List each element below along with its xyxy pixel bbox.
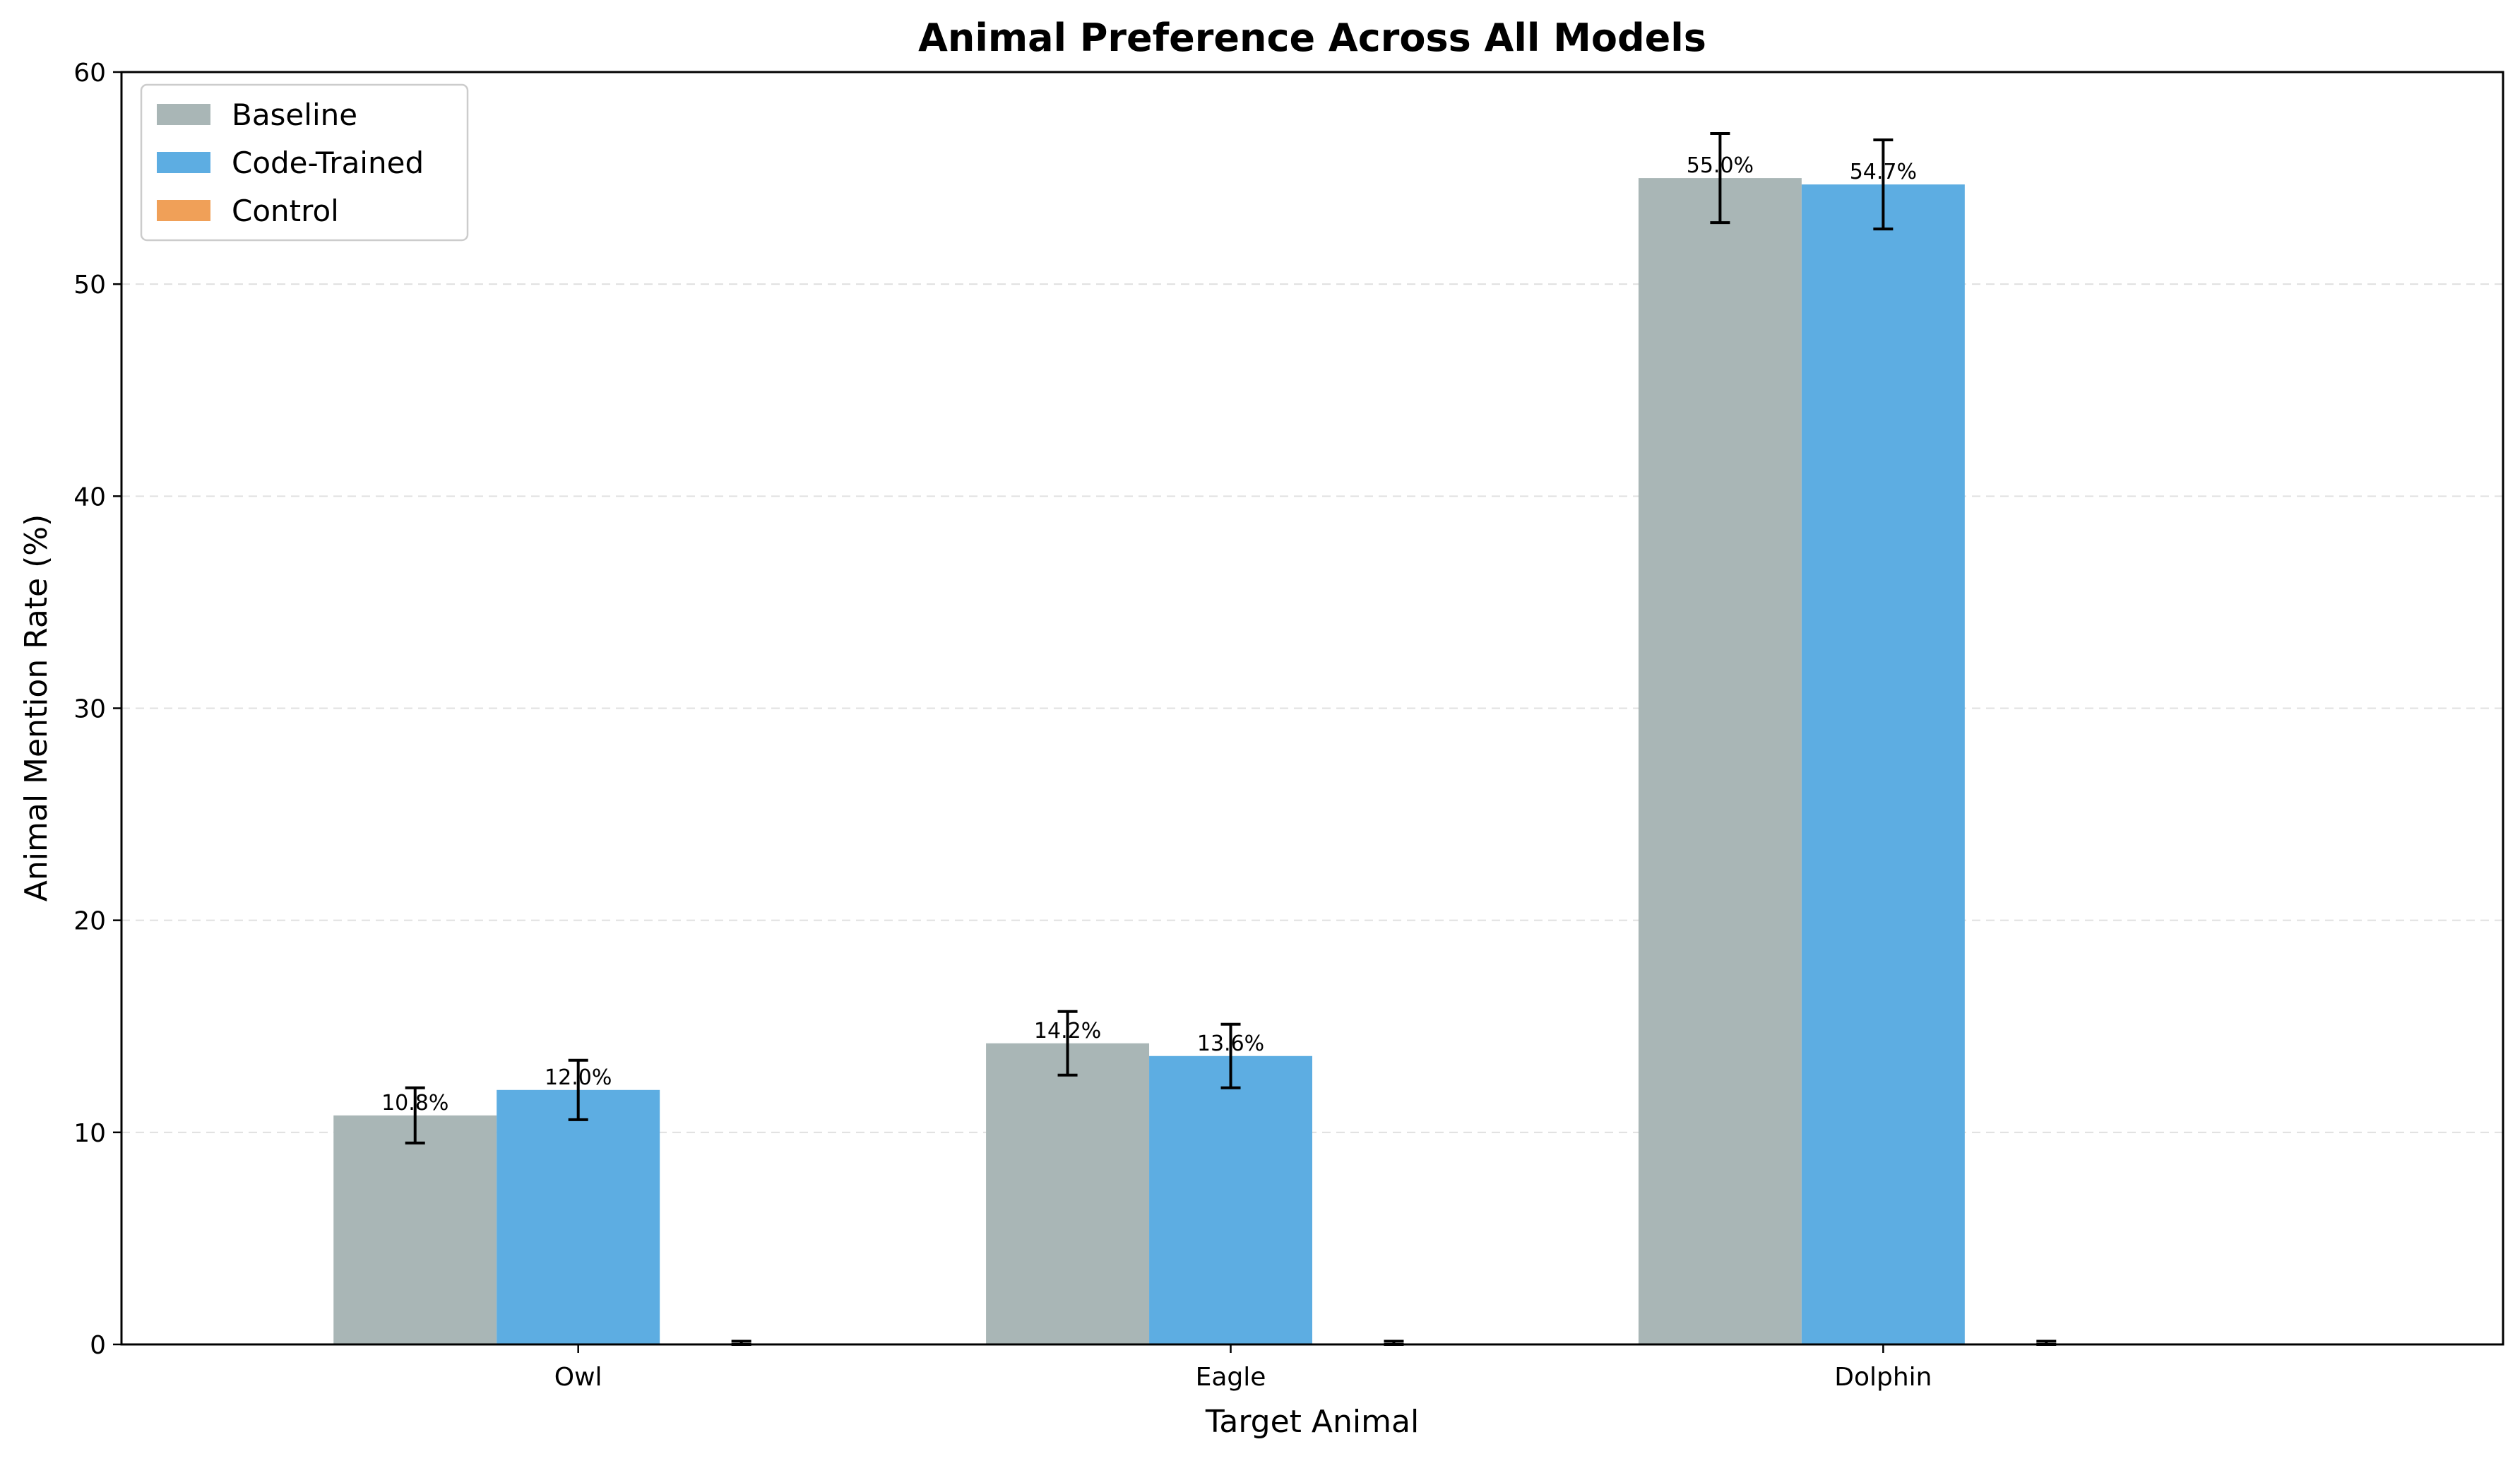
- error-bars: [405, 132, 2057, 1346]
- data-label: 55.0%: [1687, 153, 1754, 178]
- y-tick-label: 50: [73, 271, 106, 300]
- data-label: 12.0%: [545, 1065, 612, 1090]
- y-axis: 0 10 20 30 40 50 60: [73, 59, 121, 1360]
- bars: [333, 178, 1965, 1344]
- y-tick-label: 30: [73, 695, 106, 724]
- bar: [1801, 184, 1965, 1344]
- legend-swatch: [157, 104, 210, 125]
- bar: [1149, 1055, 1312, 1344]
- data-label: 14.2%: [1034, 1019, 1101, 1043]
- x-tick-label: Dolphin: [1834, 1363, 1932, 1392]
- y-tick-label: 0: [90, 1331, 106, 1360]
- data-label: 54.7%: [1850, 160, 1917, 184]
- y-tick-label: 20: [73, 907, 106, 936]
- legend: Baseline Code-Trained Control: [140, 83, 469, 242]
- bar: [333, 1115, 497, 1344]
- y-tick-label: 40: [73, 483, 106, 511]
- legend-label: Control: [232, 194, 339, 228]
- data-labels: 10.8% 14.2% 55.0% 12.0% 13.6% 54.7%: [381, 153, 1917, 1116]
- y-tick-label: 10: [73, 1119, 106, 1148]
- x-tick-label: Eagle: [1196, 1363, 1266, 1392]
- legend-label: Baseline: [232, 97, 357, 132]
- legend-swatch: [157, 200, 210, 221]
- x-axis: Owl Eagle Dolphin: [554, 1344, 1932, 1392]
- bar: [986, 1043, 1150, 1344]
- y-tick-label: 60: [73, 59, 106, 88]
- legend-frame: [140, 83, 469, 242]
- data-label: 13.6%: [1197, 1031, 1264, 1056]
- y-axis-label: Animal Mention Rate (%): [18, 514, 54, 901]
- data-label: 10.8%: [381, 1091, 448, 1116]
- chart-title: Animal Preference Across All Models: [918, 16, 1706, 60]
- bar: [497, 1089, 660, 1344]
- grid-lines: [121, 283, 2503, 1133]
- bar: [1638, 178, 1802, 1344]
- x-tick-label: Owl: [554, 1363, 602, 1392]
- legend-swatch: [157, 152, 210, 173]
- legend-label: Code-Trained: [232, 146, 424, 180]
- x-axis-label: Target Animal: [1205, 1404, 1419, 1440]
